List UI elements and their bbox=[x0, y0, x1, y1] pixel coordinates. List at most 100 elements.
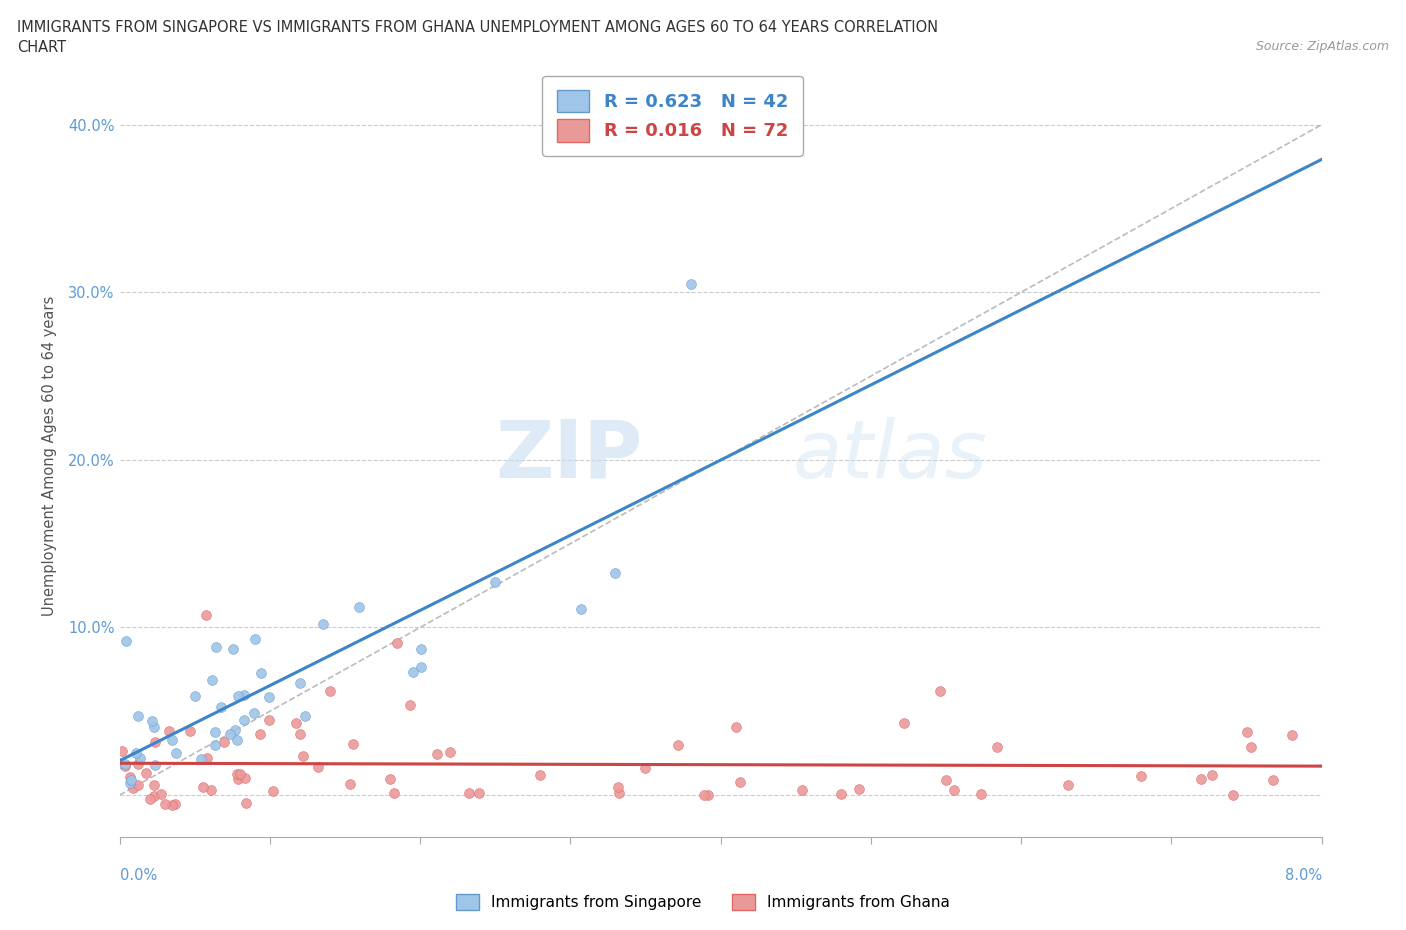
Point bbox=[129, 751, 152, 765]
Point bbox=[142, 720, 165, 735]
Point bbox=[200, 782, 222, 797]
Point bbox=[201, 672, 224, 687]
Point bbox=[257, 690, 280, 705]
Point bbox=[605, 565, 627, 580]
Point bbox=[284, 716, 307, 731]
Point bbox=[1057, 778, 1080, 793]
Point bbox=[249, 726, 271, 741]
Point bbox=[226, 772, 249, 787]
Point bbox=[120, 770, 142, 785]
Point bbox=[439, 744, 461, 759]
Point bbox=[143, 777, 166, 792]
Point bbox=[222, 642, 245, 657]
Text: ZIP: ZIP bbox=[495, 417, 643, 495]
Point bbox=[339, 777, 361, 791]
Text: 8.0%: 8.0% bbox=[1285, 868, 1322, 883]
Point bbox=[224, 723, 246, 737]
Point bbox=[139, 791, 162, 806]
Point bbox=[893, 716, 915, 731]
Point bbox=[484, 575, 506, 590]
Point bbox=[195, 608, 218, 623]
Point bbox=[232, 687, 254, 702]
Point bbox=[402, 665, 425, 680]
Point bbox=[114, 757, 136, 772]
Point bbox=[114, 633, 136, 648]
Point bbox=[458, 786, 481, 801]
Text: IMMIGRANTS FROM SINGAPORE VS IMMIGRANTS FROM GHANA UNEMPLOYMENT AMONG AGES 60 TO: IMMIGRANTS FROM SINGAPORE VS IMMIGRANTS … bbox=[17, 20, 938, 35]
Point bbox=[184, 688, 207, 703]
Point bbox=[110, 755, 132, 770]
Y-axis label: Unemployment Among Ages 60 to 64 years: Unemployment Among Ages 60 to 64 years bbox=[42, 296, 56, 616]
Point bbox=[249, 665, 271, 680]
Point bbox=[692, 788, 714, 803]
Point bbox=[127, 777, 149, 792]
Point bbox=[243, 631, 266, 646]
Point bbox=[219, 726, 242, 741]
Point bbox=[970, 787, 993, 802]
Point bbox=[153, 796, 176, 811]
Point bbox=[928, 684, 950, 698]
Point bbox=[143, 735, 166, 750]
Point bbox=[529, 767, 551, 782]
Point bbox=[634, 761, 657, 776]
Point bbox=[233, 712, 256, 727]
Point bbox=[150, 787, 173, 802]
Point bbox=[122, 780, 145, 795]
Point bbox=[830, 786, 852, 801]
Point bbox=[943, 782, 966, 797]
Point bbox=[160, 732, 183, 747]
Point bbox=[1281, 728, 1303, 743]
Point bbox=[135, 765, 157, 780]
Point bbox=[679, 276, 702, 291]
Point bbox=[257, 712, 280, 727]
Point bbox=[312, 617, 335, 631]
Point bbox=[468, 786, 491, 801]
Point bbox=[163, 797, 186, 812]
Point bbox=[1236, 724, 1258, 739]
Text: CHART: CHART bbox=[17, 40, 66, 55]
Point bbox=[195, 751, 218, 765]
Point bbox=[347, 600, 370, 615]
Point bbox=[226, 689, 249, 704]
Point bbox=[1189, 772, 1212, 787]
Point bbox=[160, 798, 183, 813]
Point bbox=[319, 684, 342, 698]
Point bbox=[127, 757, 149, 772]
Point bbox=[190, 751, 212, 766]
Point bbox=[607, 785, 630, 800]
Point bbox=[118, 776, 141, 790]
Point bbox=[1201, 767, 1223, 782]
Point bbox=[1222, 787, 1244, 802]
Point bbox=[205, 640, 228, 655]
Point bbox=[409, 642, 432, 657]
Point bbox=[228, 766, 252, 781]
Point bbox=[725, 720, 748, 735]
Point bbox=[1263, 773, 1285, 788]
Point bbox=[986, 739, 1008, 754]
Point bbox=[125, 745, 148, 760]
Point bbox=[127, 709, 149, 724]
Text: atlas: atlas bbox=[793, 417, 987, 495]
Point bbox=[191, 780, 214, 795]
Point bbox=[728, 775, 751, 790]
Text: 0.0%: 0.0% bbox=[120, 868, 156, 883]
Point bbox=[697, 788, 720, 803]
Point bbox=[409, 659, 432, 674]
Point bbox=[204, 724, 226, 739]
Point bbox=[157, 723, 180, 737]
Point bbox=[790, 782, 813, 797]
Point bbox=[114, 759, 136, 774]
Point bbox=[141, 714, 163, 729]
Point bbox=[385, 636, 408, 651]
Point bbox=[342, 737, 364, 751]
Point bbox=[426, 747, 449, 762]
Point bbox=[382, 786, 405, 801]
Point bbox=[235, 795, 257, 810]
Point bbox=[294, 709, 316, 724]
Point bbox=[291, 748, 314, 763]
Point bbox=[233, 770, 256, 785]
Point bbox=[848, 781, 870, 796]
Point bbox=[111, 744, 134, 759]
Point bbox=[935, 772, 957, 787]
Point bbox=[214, 735, 236, 750]
